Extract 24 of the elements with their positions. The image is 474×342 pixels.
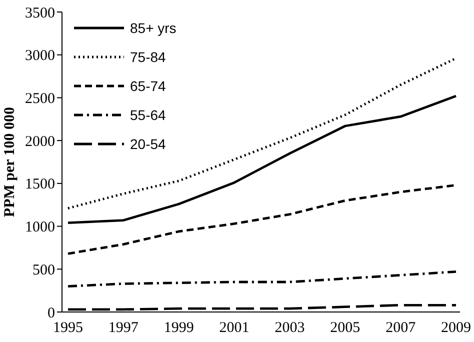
x-tick-label: 2007 <box>386 320 416 336</box>
legend-label: 55-64 <box>130 106 166 123</box>
y-tick-label: 1500 <box>25 176 55 193</box>
legend-label: 20-54 <box>130 136 166 152</box>
line-series <box>66 94 458 224</box>
x-tick-label: 1997 <box>108 320 139 336</box>
x-tick-label: 2009 <box>441 320 471 336</box>
legend-label: 65-74 <box>130 78 166 94</box>
line-series <box>66 270 458 288</box>
y-tick-label: 500 <box>32 262 55 278</box>
x-tick-label: 2003 <box>274 320 305 336</box>
y-tick-label: 2500 <box>25 90 55 107</box>
y-tick-label: 2000 <box>25 134 55 150</box>
y-axis-title: PPM per 100 000 <box>2 106 18 218</box>
y-tick-label: 0 <box>48 305 55 322</box>
legend-label: 85+ yrs <box>130 20 176 36</box>
x-tick-label: 1999 <box>164 320 194 336</box>
x-tick-label: 1995 <box>53 320 83 336</box>
legend-label: 75-84 <box>130 48 166 65</box>
y-tick-label: 3000 <box>25 48 55 64</box>
y-tick-label: 1000 <box>25 220 55 236</box>
y-tick-label: 3500 <box>25 5 55 22</box>
x-tick-label: 2001 <box>219 320 250 336</box>
x-tick-label: 2005 <box>330 320 360 336</box>
